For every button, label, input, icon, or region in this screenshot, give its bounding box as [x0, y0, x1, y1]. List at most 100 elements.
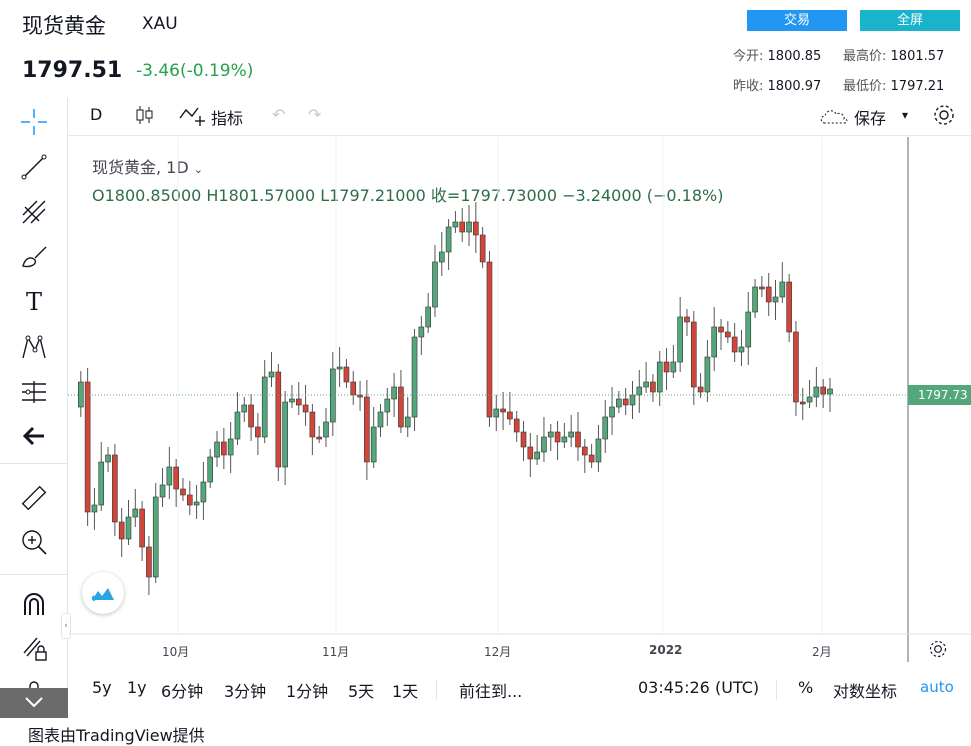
- candle-body: [289, 398, 295, 403]
- auto-scale-toggle[interactable]: auto: [920, 678, 954, 696]
- ohlc-legend: O1800.85000 H1801.57000 L1797.21000 收=17…: [92, 186, 724, 205]
- candle-body: [234, 411, 241, 440]
- range-1min[interactable]: 1分钟: [286, 682, 329, 701]
- collapse-toolbar-button[interactable]: ‹: [61, 613, 71, 639]
- last-price-label: 1797.73: [908, 385, 971, 405]
- prev-close-stat: 昨收: 1800.97: [733, 79, 822, 94]
- candle-body: [759, 286, 765, 290]
- range-3min[interactable]: 3分钟: [224, 682, 267, 701]
- indicators-icon[interactable]: [178, 104, 208, 130]
- range-6min[interactable]: 6分钟: [161, 682, 204, 701]
- candle-body: [656, 361, 663, 393]
- candle-body: [575, 431, 581, 448]
- candlestick-icon[interactable]: [134, 104, 156, 130]
- fullscreen-button[interactable]: 全屏: [860, 10, 960, 31]
- candle-body: [241, 404, 248, 413]
- candle-body: [343, 366, 350, 383]
- candle-body: [323, 421, 329, 438]
- bottom-toolbar: 5y 1y 6分钟 3分钟 1分钟 5天 1天 前往到... 03:45:26 …: [68, 672, 971, 706]
- range-5y[interactable]: 5y: [92, 678, 112, 697]
- lock-pencil-icon[interactable]: [16, 630, 52, 666]
- candle-body: [772, 296, 779, 303]
- ruler-icon[interactable]: [16, 480, 52, 516]
- candle-body: [261, 376, 268, 438]
- range-1y[interactable]: 1y: [127, 678, 147, 697]
- candle-body: [820, 386, 826, 395]
- arrow-left-icon[interactable]: [16, 418, 52, 454]
- series-legend-title[interactable]: 现货黄金, 1D ⌄: [92, 158, 203, 177]
- candle-body: [493, 408, 500, 418]
- candle-body: [227, 438, 234, 456]
- candle-body: [786, 281, 792, 333]
- log-scale-toggle[interactable]: 对数坐标: [833, 682, 898, 701]
- pitchfork-icon[interactable]: [16, 194, 52, 230]
- candle-body: [255, 426, 261, 438]
- candle-body: [282, 401, 288, 468]
- candle-body: [370, 426, 377, 463]
- redo-icon[interactable]: ↷: [308, 105, 322, 124]
- zoom-in-icon[interactable]: [16, 524, 52, 560]
- trend-line-icon[interactable]: [16, 149, 52, 185]
- price-change: -3.46(-0.19%): [136, 61, 254, 81]
- chart-toolbar: D 指标 ↶ ↷ 保存 ▾: [0, 98, 971, 136]
- candle-body: [404, 416, 411, 428]
- candle-body: [445, 226, 452, 253]
- undo-icon[interactable]: ↶: [272, 105, 286, 124]
- candle-body: [622, 398, 629, 406]
- candle-body: [718, 326, 724, 333]
- candle-body: [799, 401, 806, 405]
- candle-body: [690, 321, 697, 388]
- percent-toggle[interactable]: %: [798, 678, 814, 697]
- candle-body: [112, 454, 118, 523]
- x-axis-label: 2022: [649, 643, 683, 657]
- forecast-icon[interactable]: [16, 374, 52, 410]
- candle-body: [711, 326, 718, 358]
- candle-body: [268, 371, 275, 378]
- range-1d[interactable]: 1天: [392, 682, 419, 701]
- cloud-icon[interactable]: [818, 106, 850, 130]
- x-axis-label: 2月: [812, 645, 832, 659]
- candle-body: [650, 381, 656, 393]
- candle-body: [459, 221, 466, 233]
- goto-date-button[interactable]: 前往到...: [459, 682, 523, 701]
- magnet-icon[interactable]: [16, 586, 52, 622]
- candle-body: [364, 396, 370, 463]
- text-tool-icon[interactable]: T: [25, 288, 42, 316]
- candle-body: [752, 286, 758, 313]
- crosshair-icon[interactable]: [16, 104, 52, 140]
- x-axis-label: 11月: [322, 645, 350, 659]
- interval-selector[interactable]: D: [90, 105, 103, 124]
- hide-drawings-button[interactable]: [0, 688, 68, 718]
- candle-body: [513, 418, 520, 433]
- candle-body: [118, 521, 125, 540]
- candle-body: [132, 508, 139, 518]
- candle-body: [336, 366, 343, 370]
- trade-button[interactable]: 交易: [747, 10, 847, 31]
- candle-body: [200, 481, 207, 503]
- candle-body: [425, 306, 431, 328]
- candle-body: [466, 221, 472, 233]
- candle-body: [479, 234, 486, 263]
- indicators-button[interactable]: 指标: [211, 109, 244, 128]
- price-chart[interactable]: [68, 137, 971, 662]
- candle-body: [398, 386, 404, 428]
- candle-body: [248, 404, 254, 428]
- clock-time[interactable]: 03:45:26 (UTC): [638, 678, 760, 697]
- candle-body: [629, 394, 636, 406]
- axis-settings-gear-icon[interactable]: [928, 639, 948, 663]
- candle-body: [418, 326, 425, 338]
- range-5d[interactable]: 5天: [348, 682, 375, 701]
- candle-body: [582, 446, 588, 456]
- gear-icon[interactable]: [932, 103, 956, 131]
- tradingview-logo[interactable]: [82, 572, 124, 614]
- candle-body: [384, 398, 391, 413]
- attribution-text: 图表由TradingView提供: [28, 726, 205, 745]
- brush-icon[interactable]: [16, 239, 52, 275]
- pattern-icon[interactable]: [16, 329, 52, 365]
- chevron-down-icon[interactable]: ▾: [902, 108, 909, 122]
- candle-body: [547, 431, 554, 438]
- candle-body: [473, 221, 479, 236]
- candle-body: [377, 411, 384, 428]
- save-button[interactable]: 保存: [854, 109, 887, 128]
- candle-body: [84, 381, 91, 513]
